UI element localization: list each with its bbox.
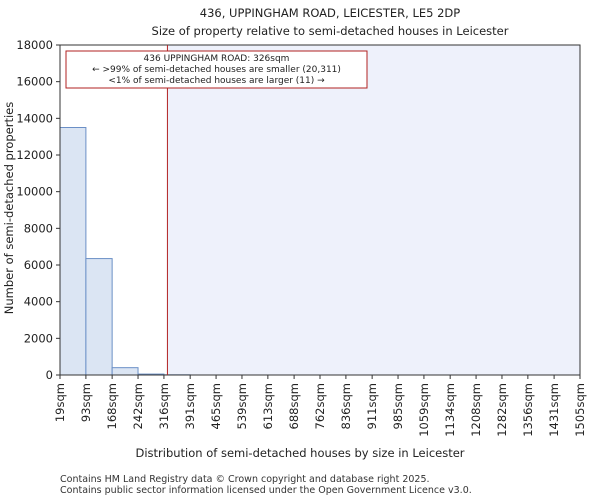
- x-tick-label: 465sqm: [209, 383, 223, 429]
- x-tick-label: 1431sqm: [547, 383, 561, 437]
- x-tick-label: 242sqm: [131, 383, 145, 429]
- x-tick-label: 1208sqm: [469, 383, 483, 437]
- y-axis-label: Number of semi-detached properties: [2, 102, 16, 314]
- bar[interactable]: [59, 127, 87, 376]
- y-tick-label: 2000: [24, 331, 53, 345]
- y-tick-label: 0: [46, 368, 53, 382]
- y-tick-label: 4000: [24, 295, 53, 309]
- highlight-region: [167, 45, 581, 375]
- x-tick-label: 762sqm: [313, 383, 327, 429]
- y-tick-label: 18000: [16, 38, 53, 52]
- y-tick-label: 8000: [24, 221, 53, 235]
- y-tick-label: 14000: [16, 111, 53, 125]
- x-tick-label: 1134sqm: [443, 383, 457, 437]
- x-tick-label: 985sqm: [391, 383, 405, 429]
- annotation-line: ← >99% of semi-detached houses are small…: [92, 65, 341, 75]
- x-tick-label: 168sqm: [105, 383, 119, 429]
- bar[interactable]: [111, 367, 139, 376]
- x-tick-label: 911sqm: [365, 383, 379, 429]
- x-tick-label: 539sqm: [235, 383, 249, 429]
- footer-line-2: Contains public sector information licen…: [60, 485, 472, 496]
- x-tick-label: 19sqm: [53, 383, 67, 422]
- y-tick-label: 6000: [24, 258, 53, 272]
- x-axis-label: Distribution of semi-detached houses by …: [135, 446, 464, 460]
- footer-line-1: Contains HM Land Registry data © Crown c…: [60, 474, 430, 485]
- x-tick-label: 391sqm: [183, 383, 197, 429]
- x-tick-label: 836sqm: [339, 383, 353, 429]
- y-tick-label: 12000: [16, 148, 53, 162]
- bar[interactable]: [85, 258, 113, 376]
- x-tick-label: 613sqm: [261, 383, 275, 429]
- chart-subtitle: Size of property relative to semi-detach…: [152, 24, 509, 38]
- annotation-line: <1% of semi-detached houses are larger (…: [108, 76, 325, 86]
- x-tick-label: 1282sqm: [495, 383, 509, 437]
- x-tick-label: 1505sqm: [573, 383, 587, 437]
- annotation-box: [65, 50, 368, 89]
- x-tick-label: 316sqm: [157, 383, 171, 429]
- x-tick-label: 93sqm: [79, 383, 93, 422]
- y-tick-label: 16000: [16, 75, 53, 89]
- x-tick-label: 688sqm: [287, 383, 301, 429]
- y-tick-label: 10000: [16, 185, 53, 199]
- chart-title: 436, UPPINGHAM ROAD, LEICESTER, LE5 2DP: [200, 6, 460, 20]
- x-tick-label: 1059sqm: [417, 383, 431, 437]
- x-tick-label: 1356sqm: [521, 383, 535, 437]
- annotation-line: 436 UPPINGHAM ROAD: 326sqm: [144, 54, 290, 64]
